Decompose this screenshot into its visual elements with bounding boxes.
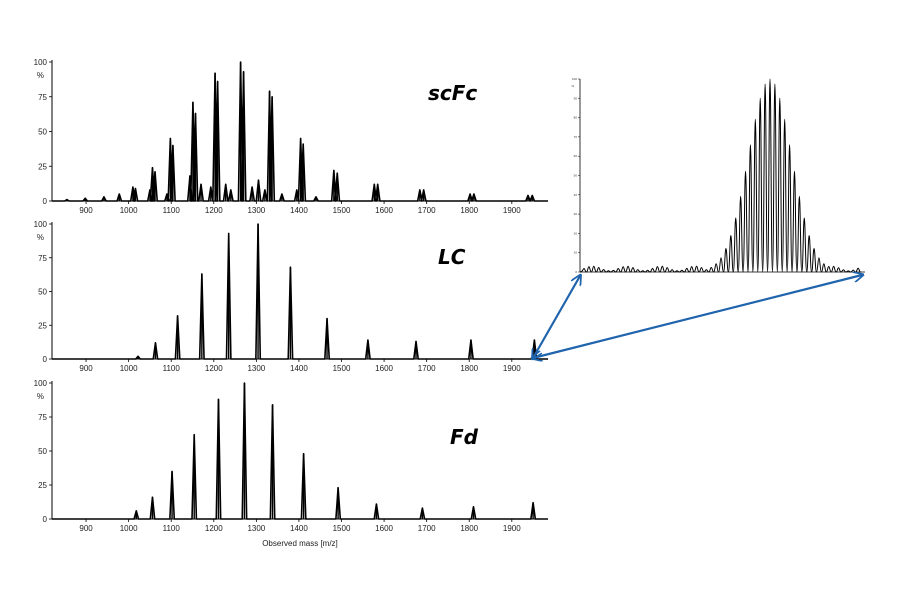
spectrum-trace <box>52 223 548 360</box>
inset-y-unit-label: % <box>571 84 574 88</box>
x-tick-label: 1800 <box>460 206 478 215</box>
y-tick-label: 50 <box>38 288 47 297</box>
x-tick-label: 1100 <box>163 364 181 373</box>
inset-y-tick-label: 100 <box>572 77 577 81</box>
x-axis-label: Observed mass [m/z] <box>262 539 338 548</box>
panel-title-scfc: scFc <box>428 81 477 105</box>
x-tick-label: 1500 <box>333 524 351 533</box>
x-tick-label: 1300 <box>247 524 265 533</box>
x-tick-label: 1900 <box>503 524 521 533</box>
x-tick-label: 1200 <box>205 364 223 373</box>
panel-zoom-inset: 0 10 20 30 40 50 60 70 80 90 100% <box>571 77 865 274</box>
y-tick-label: 50 <box>38 447 47 456</box>
inset-y-tick-label: 10 <box>574 251 578 255</box>
panel-lc: 0 25 50 75 100% 900 1000 1100 1200 1300 1400 1500 16… <box>34 220 548 373</box>
inset-y-tick-label: 40 <box>574 193 578 197</box>
panel-title-lc: LC <box>438 245 466 269</box>
x-tick-label: 1100 <box>163 524 181 533</box>
panel-scfc: 0 25 50 75 100% 900 1000 1100 1200 1300 1400 1500 16… <box>34 58 548 215</box>
y-tick-label: 75 <box>38 413 47 422</box>
x-tick-label: 1500 <box>333 364 351 373</box>
x-tick-label: 1600 <box>375 524 393 533</box>
y-tick-label: 0 <box>43 355 48 364</box>
y-tick-label: 25 <box>38 162 47 171</box>
zoom-arrow-right <box>533 275 862 358</box>
y-tick-label: 75 <box>38 254 47 263</box>
x-tick-label: 1500 <box>333 206 351 215</box>
inset-envelope-trace <box>579 78 861 273</box>
y-tick-label: 100 <box>34 379 48 388</box>
inset-y-tick-label: 30 <box>574 212 578 216</box>
x-tick-label: 900 <box>79 524 93 533</box>
x-tick-label: 1000 <box>120 206 138 215</box>
x-tick-label: 1000 <box>120 524 138 533</box>
x-tick-label: 1200 <box>205 206 223 215</box>
y-tick-label: 25 <box>38 321 47 330</box>
y-tick-label: 25 <box>38 481 47 490</box>
y-tick-label: 75 <box>38 93 47 102</box>
x-tick-label: 1000 <box>120 364 138 373</box>
y-unit-label: % <box>37 392 44 401</box>
inset-y-tick-label: 0 <box>575 270 577 274</box>
y-tick-label: 0 <box>43 515 48 524</box>
inset-y-tick-label: 20 <box>574 231 578 235</box>
x-tick-label: 1700 <box>418 206 436 215</box>
x-tick-label: 1900 <box>503 206 521 215</box>
x-tick-label: 1400 <box>290 364 308 373</box>
y-tick-label: 100 <box>34 220 48 229</box>
inset-y-tick-label: 70 <box>574 135 578 139</box>
y-tick-label: 0 <box>43 197 48 206</box>
x-tick-label: 1300 <box>247 364 265 373</box>
x-tick-label: 900 <box>79 206 93 215</box>
inset-y-tick-label: 60 <box>574 154 578 158</box>
spectrum-trace <box>52 382 548 520</box>
y-unit-label: % <box>37 71 44 80</box>
x-tick-label: 1300 <box>247 206 265 215</box>
x-tick-label: 1400 <box>290 524 308 533</box>
x-tick-label: 1100 <box>163 206 181 215</box>
x-tick-label: 1400 <box>290 206 308 215</box>
inset-y-tick-label: 80 <box>574 116 578 120</box>
x-tick-label: 1200 <box>205 524 223 533</box>
y-tick-label: 50 <box>38 128 47 137</box>
panel-title-fd: Fd <box>450 425 479 449</box>
x-tick-label: 1700 <box>418 524 436 533</box>
x-tick-label: 1700 <box>418 364 436 373</box>
zoom-arrows <box>533 275 862 358</box>
x-tick-label: 1600 <box>375 206 393 215</box>
inset-y-tick-label: 90 <box>574 96 578 100</box>
x-tick-label: 1600 <box>375 364 393 373</box>
zoom-arrow-left <box>533 276 580 358</box>
panel-fd: 0 25 50 75 100% 900 1000 1100 1200 1300 1400 1500 16… <box>34 379 548 533</box>
x-tick-label: 900 <box>79 364 93 373</box>
x-tick-label: 1800 <box>460 524 478 533</box>
x-tick-label: 1900 <box>503 364 521 373</box>
y-tick-label: 100 <box>34 58 48 67</box>
x-tick-label: 1800 <box>460 364 478 373</box>
inset-y-tick-label: 50 <box>574 174 578 178</box>
y-unit-label: % <box>37 233 44 242</box>
